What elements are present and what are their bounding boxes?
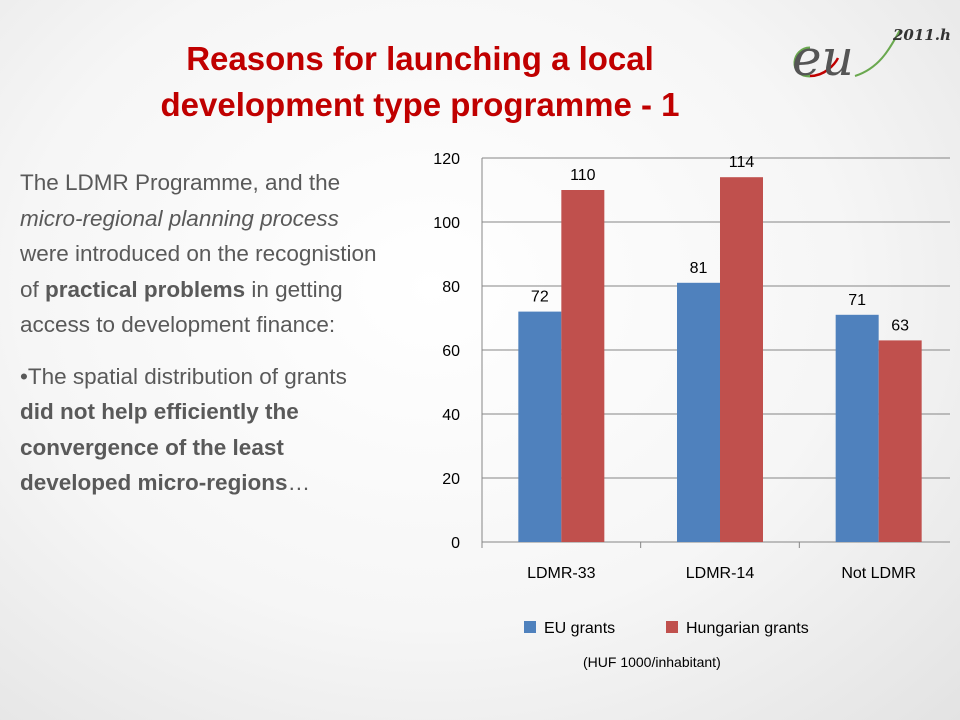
slide-title: Reasons for launching a local developmen… (60, 36, 780, 128)
bullet-text-1: The spatial distribution of grants (27, 363, 347, 389)
intro-text-bold: practical problems (45, 276, 246, 302)
x-tick-label: LDMR-14 (686, 565, 755, 582)
y-tick-label: 100 (433, 215, 460, 232)
legend-label-1: Hungarian grants (686, 620, 809, 637)
y-tick-label: 0 (451, 535, 460, 552)
bullet-text-bold: did not help efficiently the convergence… (20, 399, 299, 495)
title-line-2: development type programme - 1 (160, 86, 680, 123)
intro-paragraph: The LDMR Programme, and the micro-region… (20, 165, 385, 343)
body-text: The LDMR Programme, and the micro-region… (20, 165, 385, 501)
y-tick-label: 40 (442, 407, 460, 424)
bullet-marker: • (20, 363, 28, 389)
logo-letters: eu (792, 29, 854, 87)
intro-text-1: The LDMR Programme, and the (20, 170, 341, 195)
bar-hu-not-ldmr (878, 340, 922, 542)
intro-text-italic: micro-regional planning process (20, 205, 339, 231)
data-label: 110 (570, 167, 596, 184)
data-label: 114 (729, 154, 755, 171)
bar-eu-ldmr-33 (518, 311, 562, 542)
y-tick-label: 80 (442, 279, 460, 296)
bar-eu-ldmr-14 (677, 282, 720, 542)
y-tick-label: 20 (442, 471, 460, 488)
bar-eu-not-ldmr (835, 314, 879, 542)
data-label: 72 (531, 289, 549, 306)
bar-hu-ldmr-14 (720, 177, 763, 542)
x-tick-label: LDMR-33 (527, 565, 596, 582)
bar-hu-ldmr-33 (561, 190, 605, 542)
y-tick-label: 60 (442, 343, 460, 360)
logo-suffix: 2011.hu (892, 26, 950, 44)
intro-text-3: were introduced on the recognistion of (20, 241, 377, 302)
bullet-paragraph: •The spatial distribution of grants did … (20, 359, 385, 501)
eu2011-logo: eu 2011.hu (792, 26, 950, 87)
data-label: 81 (690, 260, 708, 277)
unit-note: (HUF 1000/inhabitant) (583, 654, 721, 670)
intro-text-5: in getting access to development finance… (20, 276, 343, 338)
title-line-1: Reasons for launching a local (186, 40, 654, 77)
legend-label-0: EU grants (544, 620, 615, 637)
legend-swatch-0 (524, 621, 536, 633)
x-tick-label: Not LDMR (841, 565, 916, 582)
data-label: 71 (848, 292, 866, 309)
y-tick-label: 120 (433, 151, 460, 168)
legend-swatch-1 (666, 621, 678, 633)
data-label: 63 (891, 317, 909, 334)
grants-bar-chart: 0 20 40 60 80 100 120 72 110 LDMR-33 81 114 LDMR-14 7… (433, 151, 950, 637)
bullet-ellipsis: … (287, 470, 311, 495)
